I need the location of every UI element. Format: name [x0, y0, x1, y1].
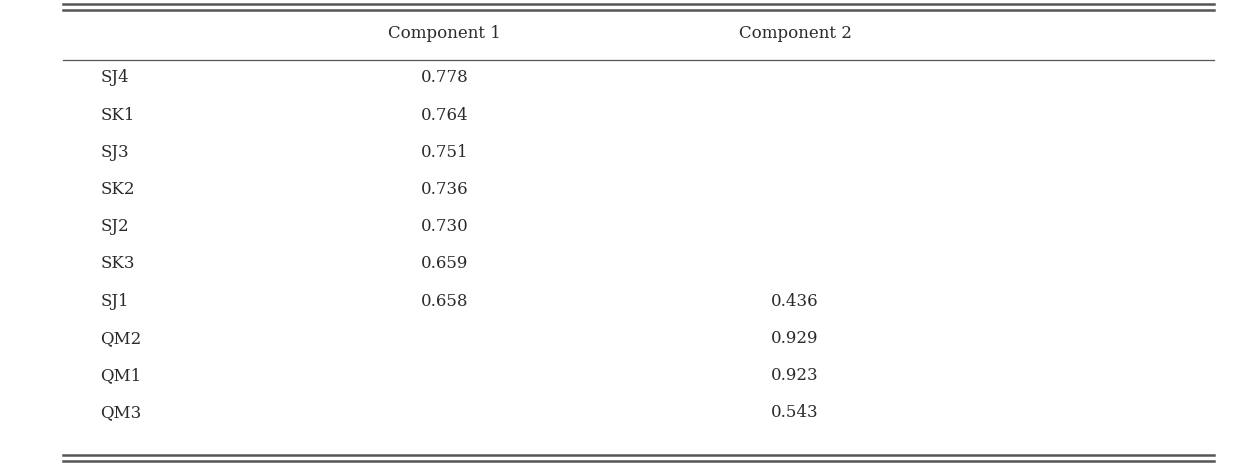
Text: QM2: QM2: [100, 330, 141, 347]
Text: 0.764: 0.764: [421, 106, 468, 124]
Text: QM3: QM3: [100, 404, 141, 421]
Text: SJ3: SJ3: [100, 144, 129, 161]
Text: SK1: SK1: [100, 106, 135, 124]
Text: QM1: QM1: [100, 367, 141, 384]
Text: Component 2: Component 2: [739, 25, 851, 41]
Text: 0.751: 0.751: [421, 144, 468, 161]
Text: 0.929: 0.929: [771, 330, 819, 347]
Text: 0.923: 0.923: [771, 367, 819, 384]
Text: SJ4: SJ4: [100, 69, 129, 86]
Text: SJ2: SJ2: [100, 218, 129, 235]
Text: SK3: SK3: [100, 255, 135, 272]
Text: 0.436: 0.436: [771, 292, 819, 310]
Text: Component 1: Component 1: [388, 25, 501, 41]
Text: 0.778: 0.778: [421, 69, 468, 86]
Text: 0.543: 0.543: [771, 404, 819, 421]
Text: SK2: SK2: [100, 181, 135, 198]
Text: SJ1: SJ1: [100, 292, 129, 310]
Text: 0.736: 0.736: [421, 181, 468, 198]
Text: 0.659: 0.659: [421, 255, 468, 272]
Text: 0.730: 0.730: [421, 218, 468, 235]
Text: 0.658: 0.658: [421, 292, 468, 310]
